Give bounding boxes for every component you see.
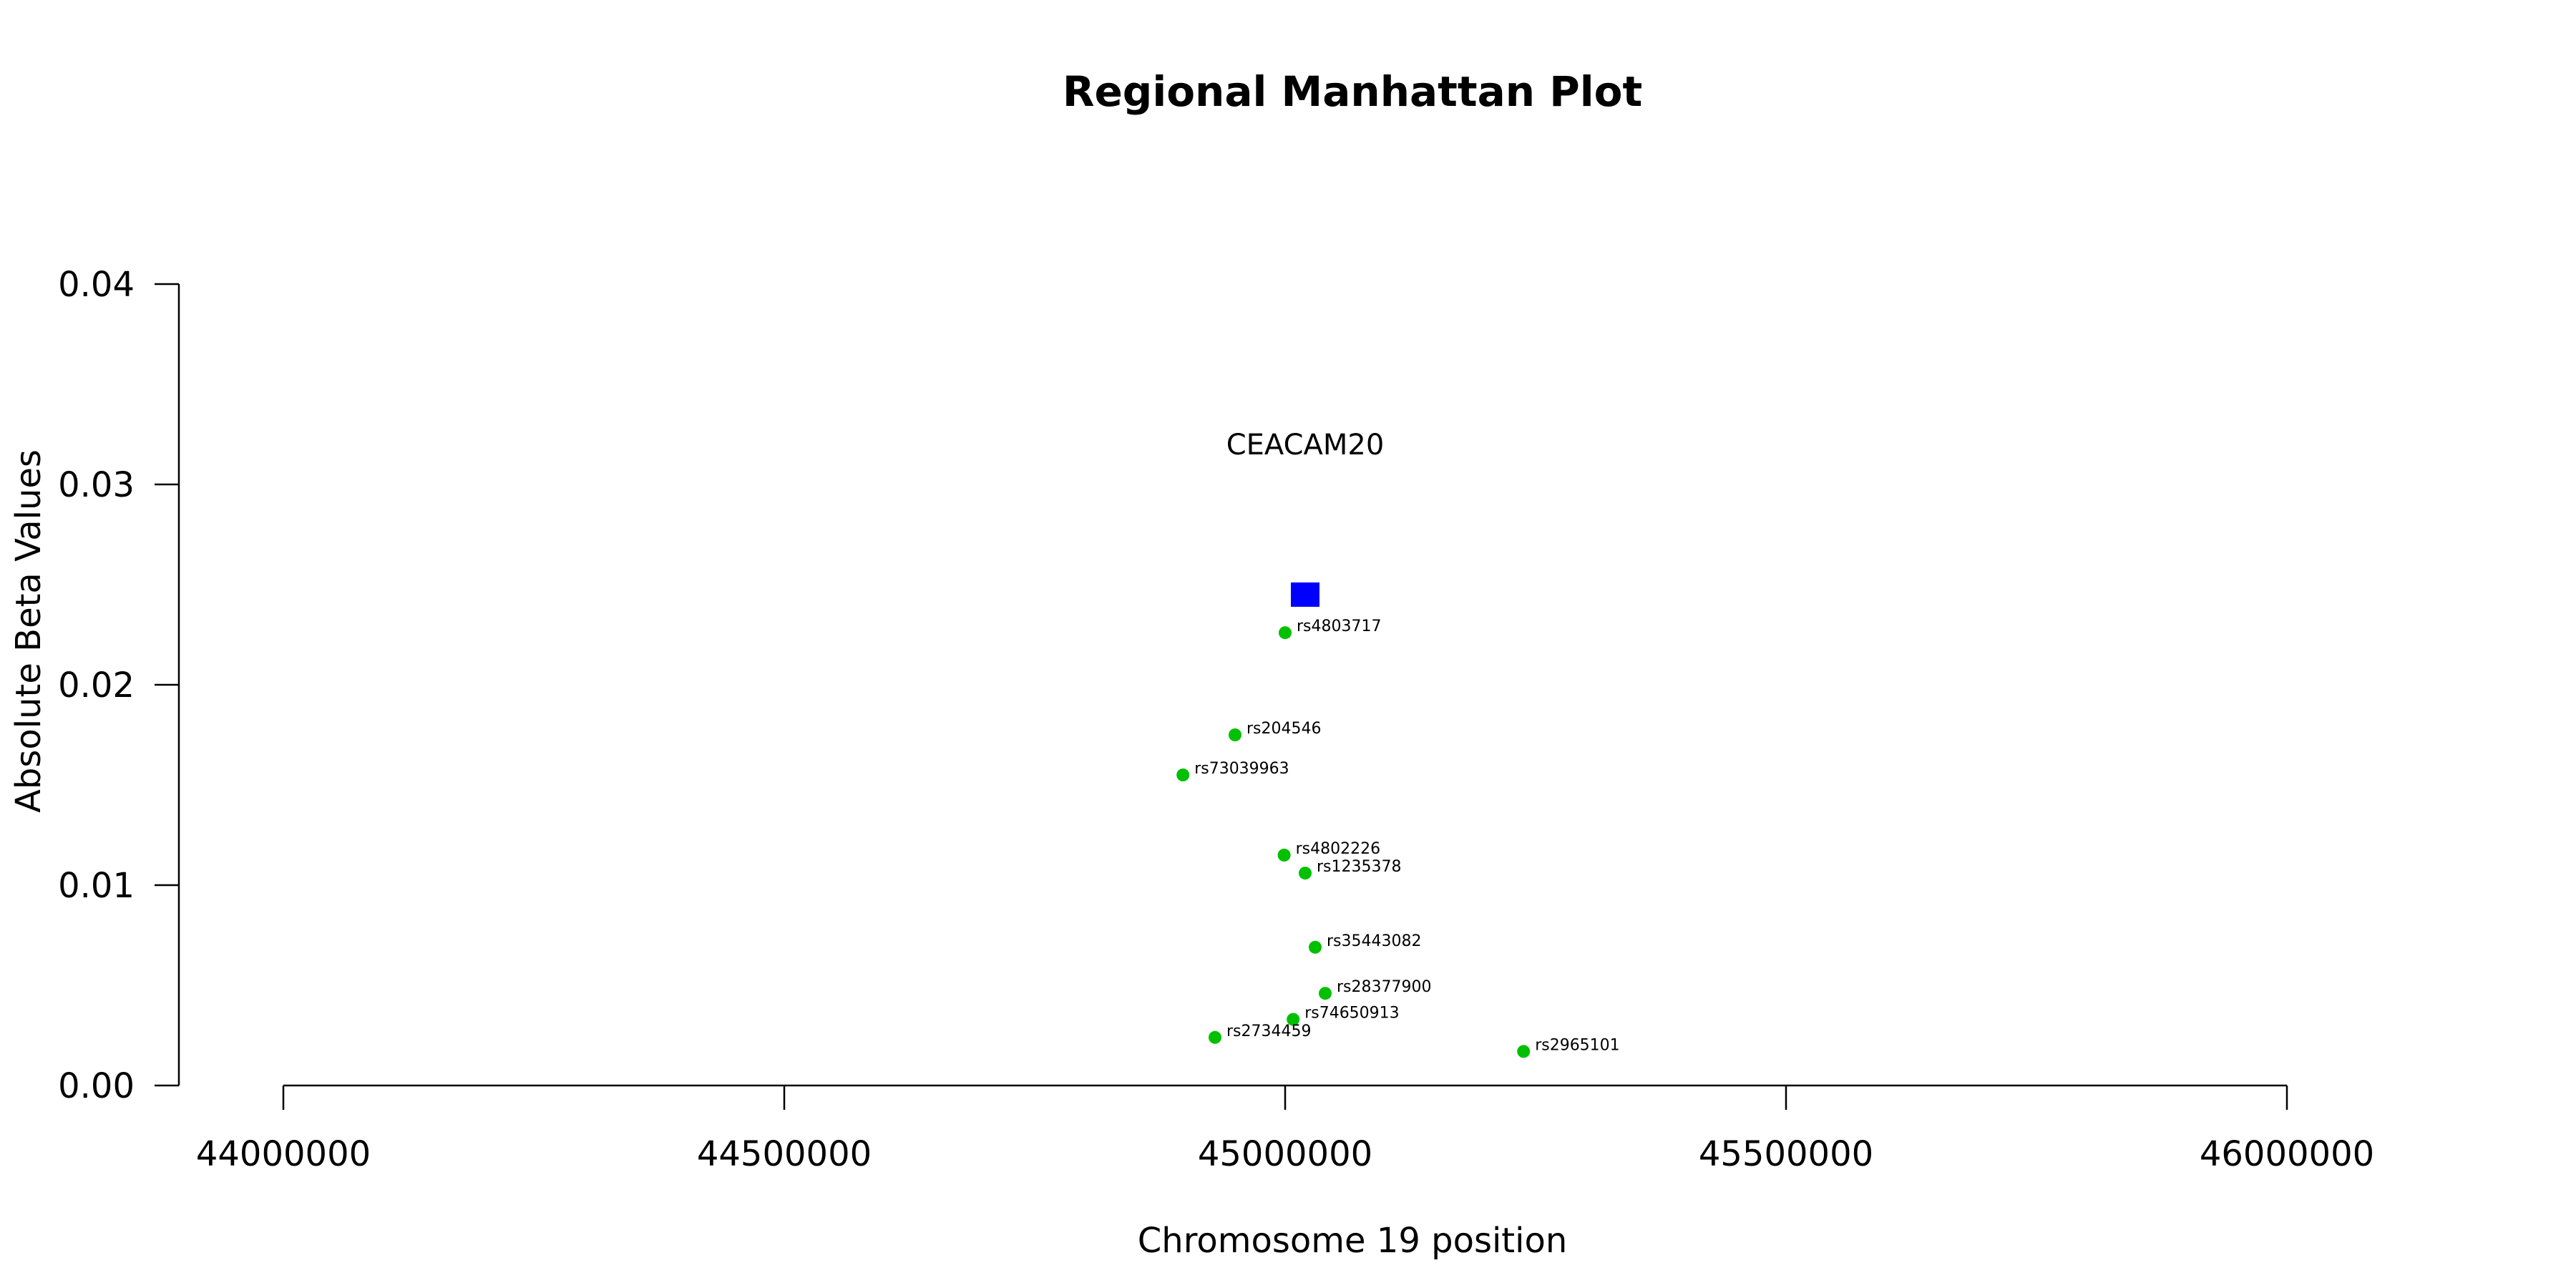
snp-label: rs74650913 xyxy=(1304,1005,1399,1023)
snp-point xyxy=(1319,987,1332,1000)
x-axis-title: Chromosome 19 position xyxy=(1138,1221,1568,1261)
snp-point xyxy=(1279,626,1292,640)
snp-label: rs2965101 xyxy=(1535,1036,1620,1054)
x-tick-label: 45000000 xyxy=(1198,1134,1372,1174)
snp-label: rs4803717 xyxy=(1297,618,1382,635)
x-tick-label: 46000000 xyxy=(2200,1134,2374,1174)
snp-point xyxy=(1176,769,1190,781)
snp-label: rs4802226 xyxy=(1296,840,1381,858)
snp-point xyxy=(1209,1030,1221,1044)
y-tick-label: 0.03 xyxy=(58,465,135,505)
snp-point xyxy=(1299,867,1312,880)
gene-marker xyxy=(1291,582,1319,607)
y-tick-label: 0.00 xyxy=(58,1066,135,1106)
snp-label: rs73039963 xyxy=(1194,760,1289,778)
gene-label: CEACAM20 xyxy=(1226,429,1385,462)
snp-point xyxy=(1517,1045,1531,1058)
snp-label: rs204546 xyxy=(1246,720,1322,738)
snp-point xyxy=(1277,849,1291,862)
snp-point xyxy=(1309,940,1322,954)
y-tick-label: 0.02 xyxy=(58,665,135,706)
chart-title: Regional Manhattan Plot xyxy=(1063,67,1642,116)
x-tick-label: 44000000 xyxy=(196,1134,371,1174)
x-tick-label: 45500000 xyxy=(1699,1134,1873,1174)
snp-label: rs2734459 xyxy=(1226,1023,1312,1040)
data-points: rs4803717 rs204546 rs73039963 rs4802226rs12… xyxy=(1176,429,1620,1058)
y-tick-label: 0.01 xyxy=(58,866,135,906)
axes: 0.00 0.01 0.02 0.03 0.04 44000000 44500000 4500… xyxy=(58,265,2374,1174)
snp-label: rs28377900 xyxy=(1337,978,1431,996)
y-tick-label: 0.04 xyxy=(58,265,135,305)
snp-label: rs35443082 xyxy=(1327,932,1421,950)
snp-label: rs1235378 xyxy=(1317,858,1402,876)
snp-point xyxy=(1229,728,1241,741)
x-tick-label: 44500000 xyxy=(697,1134,872,1174)
y-axis-title: Absolute Beta Values xyxy=(9,449,49,813)
snp-point xyxy=(1287,1013,1300,1026)
